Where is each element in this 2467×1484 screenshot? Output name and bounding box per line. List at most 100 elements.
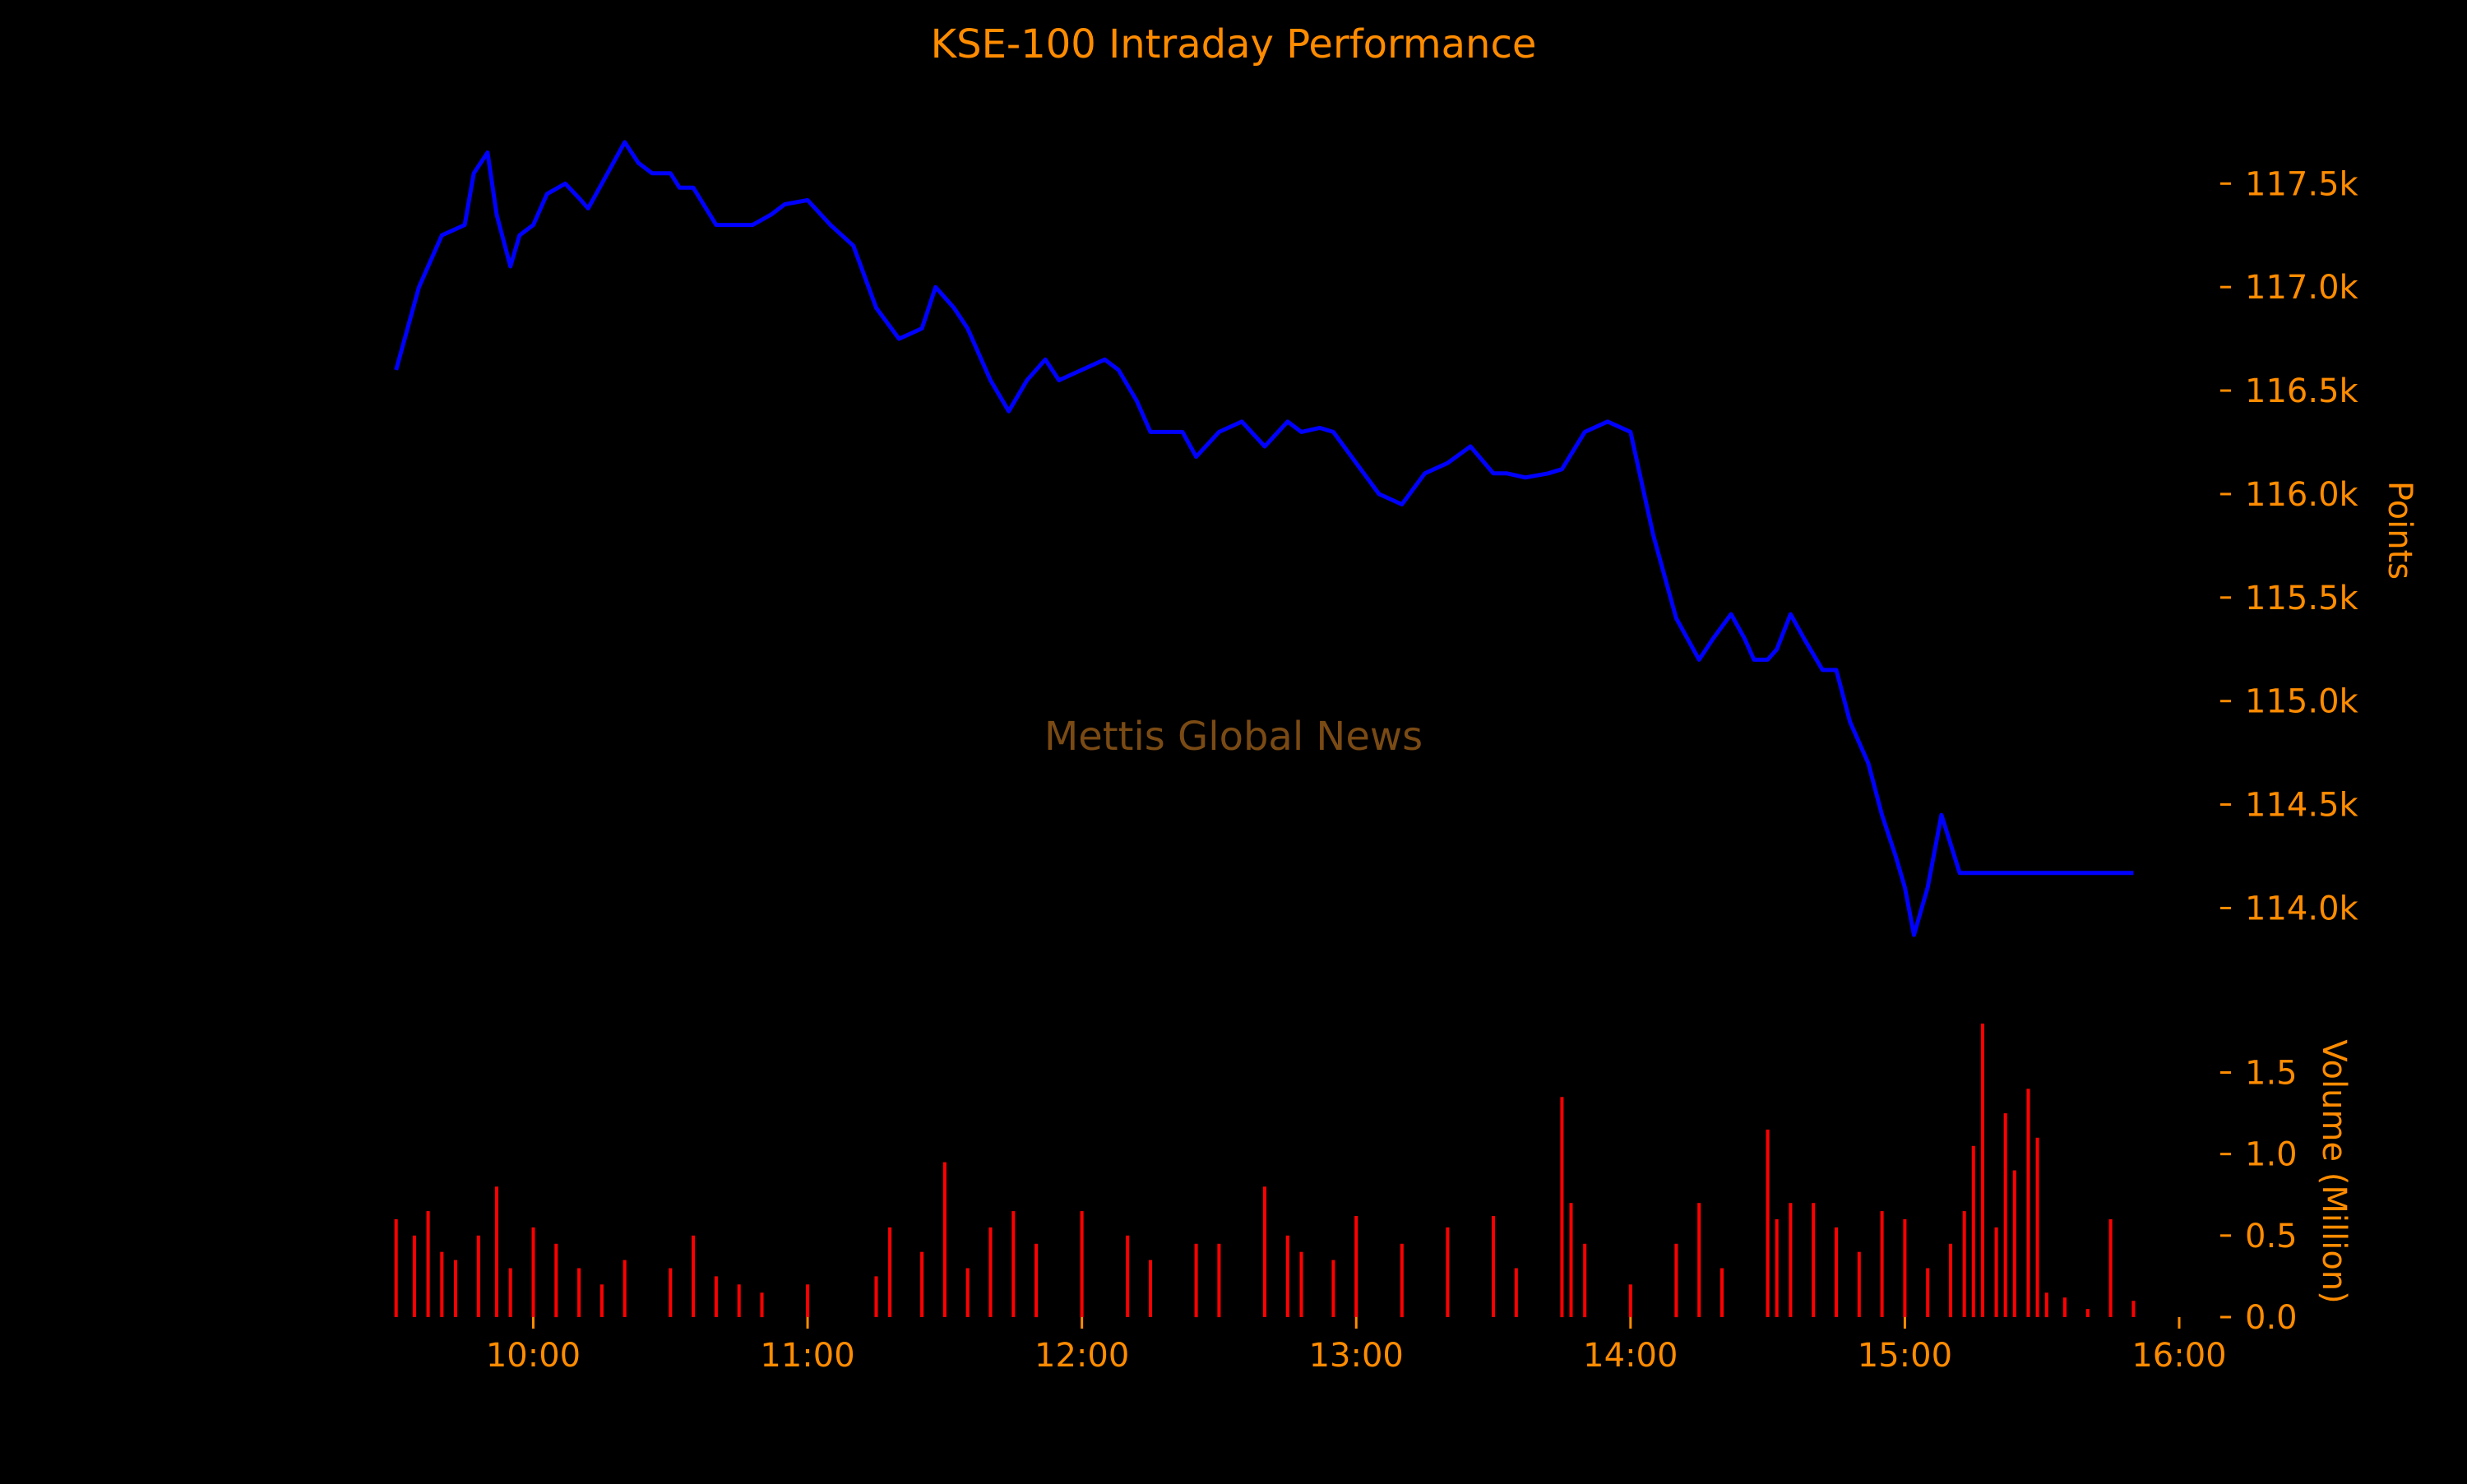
volume-bar: [806, 1284, 810, 1317]
volume-bar: [1720, 1268, 1724, 1317]
volume-bar: [1126, 1235, 1130, 1317]
time-tick-label: 14:00: [1583, 1337, 1678, 1375]
volume-bar: [2003, 1113, 2007, 1317]
volume-bar: [1949, 1243, 1952, 1318]
time-tick-label: 11:00: [760, 1337, 854, 1375]
volume-bar: [440, 1251, 444, 1317]
price-tick-label: 115.5k: [2245, 580, 2359, 617]
price-y-axis: 114.0k 114.5k 115.0k 115.5k 116.0k 116.5k 117.…: [2220, 165, 2359, 927]
volume-bar: [669, 1268, 673, 1317]
watermark: Mettis Global News: [1044, 714, 1423, 760]
time-x-axis: 10:00 11:00 12:00 13:00 14:00 15:00 16:00: [486, 1317, 2227, 1375]
volume-bar: [1971, 1145, 1975, 1318]
volume-bar: [1149, 1260, 1152, 1317]
volume-bar: [426, 1211, 430, 1317]
volume-bar: [1080, 1211, 1084, 1317]
volume-y-axis: 0.0 0.5 1.0 1.5: [2220, 1055, 2298, 1337]
price-tick-label: 116.0k: [2245, 476, 2359, 514]
volume-bar: [1857, 1251, 1861, 1317]
volume-bar: [2131, 1301, 2136, 1317]
volume-bar: [531, 1227, 535, 1317]
volume-bar: [965, 1268, 970, 1317]
volume-bar: [1569, 1203, 1573, 1317]
time-tick-label: 13:00: [1309, 1337, 1404, 1375]
price-series: [394, 140, 2134, 937]
volume-bar: [2026, 1089, 2030, 1317]
volume-bar: [599, 1284, 604, 1317]
volume-tick-label: 0.0: [2245, 1299, 2298, 1337]
volume-bar: [692, 1235, 696, 1317]
volume-bar: [2044, 1292, 2048, 1318]
volume-tick-label: 0.5: [2245, 1218, 2298, 1255]
volume-bar: [2012, 1170, 2016, 1317]
volume-bar: [1492, 1216, 1495, 1317]
chart-title: KSE-100 Intraday Performance: [931, 21, 1537, 67]
time-tick-label: 10:00: [486, 1337, 581, 1375]
volume-bar: [1880, 1211, 1884, 1317]
volume-bar: [1331, 1260, 1335, 1317]
volume-bar: [760, 1292, 764, 1318]
volume-bar: [1994, 1227, 1998, 1317]
time-tick-label: 15:00: [1858, 1337, 1952, 1375]
volume-bar: [623, 1260, 627, 1317]
volume-bar: [2108, 1219, 2113, 1317]
volume-bar: [495, 1186, 498, 1317]
price-axis-label: Points: [2381, 481, 2418, 580]
price-series-line-0: [394, 140, 2134, 937]
volume-bar: [737, 1284, 741, 1317]
price-tick-label: 116.5k: [2245, 372, 2359, 410]
volume-bar: [1766, 1129, 1770, 1317]
price-tick-label: 114.5k: [2245, 787, 2359, 825]
volume-bar: [1285, 1235, 1289, 1317]
volume-bar: [1446, 1227, 1450, 1317]
volume-bar: [1980, 1024, 1984, 1317]
volume-bar: [920, 1251, 924, 1317]
volume-axis-label: Volume (Million): [2315, 1039, 2353, 1303]
time-tick-label: 12:00: [1034, 1337, 1129, 1375]
volume-bar: [874, 1276, 878, 1317]
volume-bar: [2085, 1309, 2090, 1317]
volume-bar: [1812, 1203, 1816, 1317]
volume-bar: [888, 1227, 892, 1317]
volume-bar: [1962, 1211, 1966, 1317]
volume-bar: [988, 1227, 993, 1317]
price-tick-label: 114.0k: [2245, 890, 2359, 927]
volume-bar: [1926, 1268, 1930, 1317]
volume-series: [394, 1024, 2136, 1318]
volume-bar: [1835, 1227, 1838, 1317]
volume-bar: [1011, 1211, 1016, 1317]
volume-bar: [2035, 1137, 2039, 1317]
volume-bar: [1903, 1219, 1907, 1317]
price-tick-label: 115.0k: [2245, 683, 2359, 721]
volume-bar: [714, 1276, 718, 1317]
volume-bar: [942, 1162, 947, 1317]
time-tick-label: 16:00: [2131, 1337, 2226, 1375]
volume-bar: [508, 1268, 512, 1317]
volume-bar: [1217, 1243, 1221, 1318]
volume-tick-label: 1.5: [2245, 1055, 2298, 1093]
volume-bar: [2063, 1297, 2067, 1317]
volume-bar: [554, 1243, 558, 1318]
volume-bar: [577, 1268, 581, 1317]
volume-bar: [1034, 1243, 1039, 1318]
volume-bar: [1560, 1097, 1564, 1318]
volume-bar: [1514, 1268, 1518, 1317]
volume-bar: [1697, 1203, 1701, 1317]
volume-bar: [1299, 1251, 1303, 1317]
volume-bar: [412, 1235, 416, 1317]
volume-bar: [454, 1260, 457, 1317]
volume-bar: [1194, 1243, 1198, 1318]
price-tick-label: 117.5k: [2245, 165, 2359, 203]
volume-bar: [1583, 1243, 1587, 1318]
volume-bar: [1775, 1219, 1779, 1317]
volume-bar: [476, 1235, 480, 1317]
volume-tick-label: 1.0: [2245, 1136, 2298, 1174]
volume-bar: [1263, 1186, 1266, 1317]
volume-bar: [1354, 1216, 1358, 1317]
volume-bar: [1789, 1203, 1793, 1317]
volume-bar: [1400, 1243, 1404, 1318]
volume-bar: [394, 1219, 398, 1317]
price-tick-label: 117.0k: [2245, 269, 2359, 307]
